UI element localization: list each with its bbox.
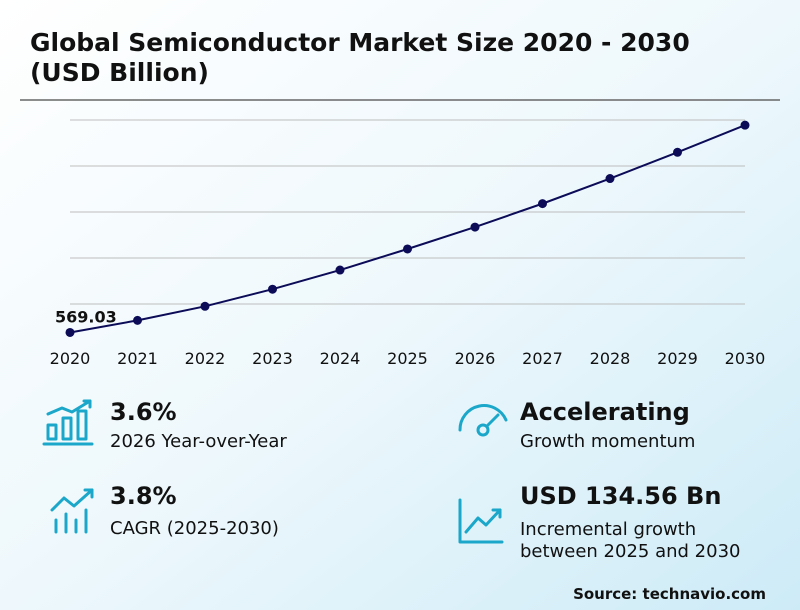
- x-tick-label: 2021: [117, 349, 158, 368]
- point: [200, 301, 210, 311]
- icon-chart-up: [458, 498, 504, 544]
- chart-title: (USD Billion): [30, 58, 209, 87]
- x-tick-label: 2025: [387, 349, 428, 368]
- point: [740, 120, 750, 130]
- point: [538, 199, 547, 209]
- plot: 2020 2021 2022 2023 2024 2025 2026 2027 2028 2029…: [50, 119, 766, 368]
- stat-value: USD 134.56 Bn: [520, 482, 721, 510]
- stat-value: Accelerating: [520, 398, 690, 426]
- x-tick-label: 2027: [522, 349, 563, 368]
- point: [335, 265, 345, 275]
- point: [673, 147, 682, 157]
- data-label: 569.03: [55, 307, 117, 326]
- x-tick-label: 2020: [50, 349, 91, 368]
- point: [470, 222, 480, 232]
- x-tick-label: 2029: [657, 349, 698, 368]
- point: [605, 174, 615, 184]
- point: [133, 315, 142, 325]
- icon-bars: [42, 399, 94, 446]
- icon-gauge: [458, 404, 508, 437]
- x-tick-label: 2030: [725, 349, 766, 368]
- stat-label: Growth momentum: [520, 431, 695, 452]
- x-tick-label: 2026: [455, 349, 496, 368]
- chart-title: Global Semiconductor Market Size 2020 - …: [30, 28, 690, 57]
- x-tick-label: 2023: [252, 349, 293, 368]
- point: [403, 244, 412, 254]
- source: Source: technavio.com: [573, 585, 766, 603]
- x-tick-label: 2028: [590, 349, 631, 368]
- point: [268, 284, 277, 294]
- stat-value: 3.6%: [110, 398, 177, 426]
- stat-label: 2026 Year-over-Year: [110, 431, 287, 452]
- icon-trend: [50, 488, 94, 534]
- point: [65, 327, 75, 337]
- x-tick-label: 2022: [185, 349, 226, 368]
- stat-value: 3.8%: [110, 482, 177, 510]
- x-tick-label: 2024: [320, 349, 361, 368]
- stat-label: Incremental growth: [520, 519, 696, 540]
- stat-label: CAGR (2025-2030): [110, 518, 279, 539]
- stat-label: between 2025 and 2030: [520, 541, 740, 562]
